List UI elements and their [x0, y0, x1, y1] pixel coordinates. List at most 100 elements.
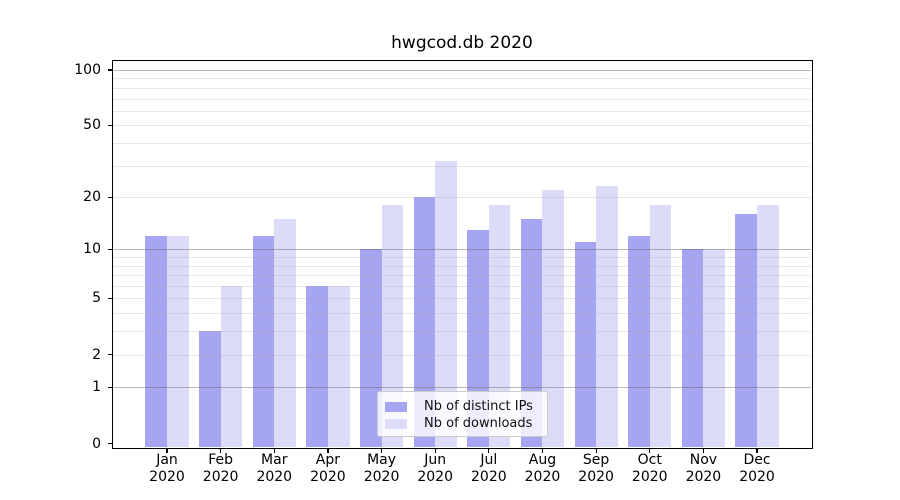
x-tick-label: Mar 2020 — [243, 452, 305, 486]
bar-downloads — [703, 249, 725, 448]
x-tick-month: Feb — [208, 452, 234, 468]
y-tick-label: 20 — [83, 189, 101, 206]
bar-distinct-ips — [628, 235, 650, 448]
x-tick-label: Jul 2020 — [458, 452, 520, 486]
x-tick-label: May 2020 — [351, 452, 413, 486]
y-tick-label: 1 — [92, 379, 101, 396]
bar-downloads — [488, 205, 511, 448]
x-tick-year: 2020 — [149, 469, 185, 485]
x-tick-mark — [488, 449, 490, 454]
x-tick-year: 2020 — [363, 469, 400, 485]
x-tick-year: 2020 — [256, 469, 293, 485]
y-tick-label: 50 — [83, 117, 101, 134]
y-tick-label: 100 — [74, 61, 101, 78]
x-tick-month: Jun — [424, 452, 447, 468]
x-tick-label: Dec 2020 — [726, 452, 788, 486]
bar-distinct-ips — [681, 249, 704, 448]
gridline — [113, 98, 811, 100]
x-tick-mark — [166, 449, 168, 454]
x-tick-year: 2020 — [202, 469, 239, 485]
x-tick-label: Sep 2020 — [565, 452, 627, 486]
x-tick-year: 2020 — [310, 469, 346, 485]
x-tick-label: Jan 2020 — [136, 452, 198, 486]
gridline — [113, 387, 811, 389]
gridline — [113, 275, 811, 277]
x-tick-year: 2020 — [631, 469, 668, 485]
y-tick-mark — [107, 248, 112, 251]
legend-label-distinct-ips: Nb of distinct IPs — [424, 399, 533, 414]
x-tick-mark — [649, 449, 651, 454]
bar-downloads — [220, 286, 243, 448]
x-tick-year: 2020 — [524, 469, 561, 485]
x-tick-label: Apr 2020 — [297, 452, 359, 486]
gridline — [113, 313, 811, 315]
bar-distinct-ips — [306, 286, 328, 448]
bar-distinct-ips — [735, 214, 758, 448]
bar-downloads — [757, 205, 779, 448]
bar-distinct-ips — [145, 235, 167, 448]
gridline — [113, 286, 811, 288]
x-tick-month: Nov — [689, 452, 718, 468]
bar-distinct-ips — [574, 242, 597, 448]
gridline — [113, 142, 811, 144]
y-tick-mark — [107, 386, 112, 388]
legend-swatch-downloads — [385, 418, 407, 429]
gridline — [113, 69, 811, 71]
legend-row-downloads: Nb of downloads — [385, 415, 547, 432]
gridline — [113, 331, 811, 333]
x-tick-label: Oct 2020 — [619, 452, 681, 486]
x-tick-label: Feb 2020 — [190, 452, 252, 486]
x-tick-mark — [380, 449, 383, 454]
x-tick-label: Nov 2020 — [672, 452, 734, 486]
bar-downloads — [327, 286, 350, 448]
x-tick-year: 2020 — [471, 469, 507, 485]
x-tick-month: Sep — [582, 452, 610, 468]
legend-label-downloads: Nb of downloads — [424, 416, 533, 431]
y-tick-mark — [107, 442, 112, 445]
gridline — [113, 265, 811, 267]
x-tick-mark — [541, 449, 544, 454]
y-tick-mark — [107, 196, 112, 198]
gridline — [113, 78, 811, 80]
bar-downloads — [435, 160, 457, 448]
x-tick-year: 2020 — [417, 469, 453, 485]
y-tick-label: 10 — [83, 241, 101, 258]
gridline — [113, 165, 811, 167]
plot-area — [113, 61, 811, 448]
gridline — [113, 110, 811, 112]
x-tick-mark — [273, 449, 275, 454]
x-tick-mark — [220, 449, 222, 454]
y-tick-label: 0 — [92, 435, 101, 452]
x-tick-mark — [756, 449, 758, 454]
bar-downloads — [274, 219, 296, 448]
x-tick-month: Aug — [528, 452, 557, 468]
bar-distinct-ips — [252, 235, 275, 448]
y-tick-label: 2 — [92, 346, 101, 363]
gridline — [113, 249, 811, 251]
x-tick-year: 2020 — [685, 469, 722, 485]
bar-distinct-ips — [359, 249, 382, 448]
bar-downloads — [542, 189, 565, 448]
x-tick-mark — [434, 449, 436, 454]
gridline — [113, 298, 811, 300]
x-tick-label: Aug 2020 — [511, 452, 573, 486]
bar-downloads — [381, 205, 404, 448]
x-tick-month: Apr — [315, 452, 341, 468]
bar-distinct-ips — [199, 331, 221, 448]
bar-distinct-ips — [520, 219, 543, 448]
x-tick-mark — [327, 449, 329, 454]
legend-row-distinct-ips: Nb of distinct IPs — [385, 398, 547, 415]
x-tick-label: Jun 2020 — [404, 452, 466, 486]
x-tick-month: Oct — [637, 452, 662, 468]
y-tick-mark — [107, 297, 112, 300]
legend-swatch-distinct-ips — [385, 401, 407, 412]
x-tick-year: 2020 — [578, 469, 614, 485]
gridline — [113, 197, 811, 199]
x-tick-month: May — [367, 452, 397, 468]
bar-distinct-ips — [413, 197, 436, 448]
x-tick-month: Jul — [480, 452, 498, 468]
gridline — [113, 257, 811, 259]
y-tick-label: 5 — [92, 290, 101, 307]
gridline — [113, 125, 811, 127]
